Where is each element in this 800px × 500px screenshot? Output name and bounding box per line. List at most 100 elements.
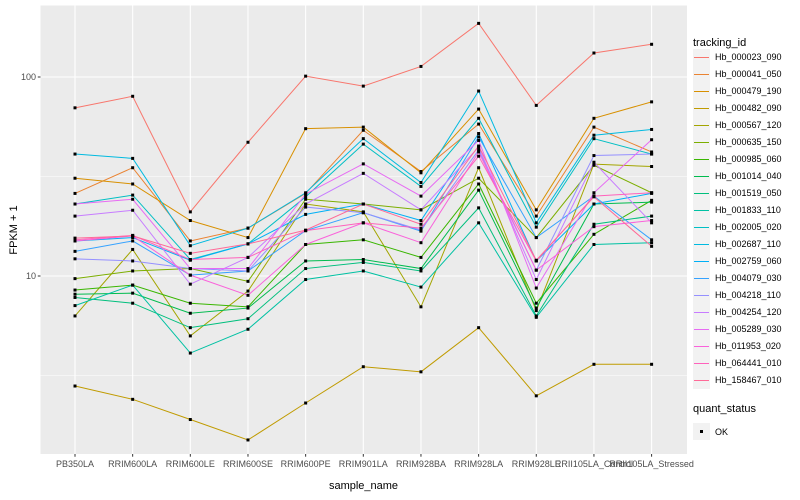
data-point — [188, 311, 192, 315]
legend-entry-label: Hb_004079_030 — [715, 273, 782, 283]
data-point — [73, 288, 77, 292]
data-point — [534, 221, 538, 225]
data-point — [304, 259, 308, 263]
x-tick-label: RRIM600LA — [108, 459, 157, 469]
data-point — [419, 171, 423, 175]
legend-entry-quant-OK: OK — [693, 423, 728, 440]
legend-key-line — [693, 116, 710, 134]
data-point — [361, 269, 365, 273]
data-point — [304, 192, 308, 196]
legend-entry-Hb_002687_110: Hb_002687_110 — [693, 235, 781, 253]
chart-plot-svg: 100 10 PB350LA RRIM600LA RRIM600LE RRIM600SE R… — [21, 5, 694, 469]
legend-line-sample — [694, 209, 709, 211]
data-point — [361, 171, 365, 175]
data-point — [246, 226, 250, 230]
data-point — [534, 315, 538, 319]
data-point — [592, 116, 596, 120]
legend-key-point — [693, 423, 710, 440]
data-point — [650, 214, 654, 218]
legend-key-line — [693, 48, 710, 66]
data-point — [131, 283, 135, 287]
legend-entry-label: Hb_002759_060 — [715, 256, 782, 266]
legend-entry-label: Hb_000041_050 — [715, 69, 782, 79]
data-point — [650, 152, 654, 156]
legend-entry-label: Hb_000567_120 — [715, 120, 782, 130]
data-point — [419, 219, 423, 223]
legend-line-sample — [694, 345, 709, 347]
data-point — [419, 208, 423, 212]
legend-entry-label: Hb_000635_150 — [715, 137, 782, 147]
data-point — [188, 418, 192, 422]
legend-line-sample — [694, 328, 709, 330]
data-point — [477, 154, 481, 158]
data-point — [304, 278, 308, 282]
data-point — [304, 401, 308, 405]
data-point — [419, 267, 423, 271]
data-point — [592, 195, 596, 199]
legend-entry-Hb_000985_060: Hb_000985_060 — [693, 150, 782, 168]
data-point — [361, 365, 365, 369]
legend-entry-Hb_000567_120: Hb_000567_120 — [693, 116, 782, 134]
data-point — [419, 255, 423, 259]
data-point — [304, 205, 308, 209]
data-point — [477, 166, 481, 170]
legend-entry-Hb_000635_150: Hb_000635_150 — [693, 133, 782, 151]
legend-entry-label: Hb_001014_040 — [715, 171, 782, 181]
legend-key-line — [693, 184, 710, 202]
y-tick-label: 10 — [26, 271, 36, 281]
data-point — [131, 166, 135, 170]
data-point — [188, 351, 192, 355]
legend-key-line — [693, 218, 710, 236]
legend-entry-Hb_002759_060: Hb_002759_060 — [693, 252, 782, 270]
data-point — [592, 154, 596, 158]
legend-entry-Hb_000479_190: Hb_000479_190 — [693, 82, 782, 100]
data-point — [304, 228, 308, 232]
data-point — [188, 210, 192, 214]
data-point — [304, 267, 308, 271]
data-point — [246, 327, 250, 331]
data-point — [592, 202, 596, 206]
data-point — [131, 208, 135, 212]
data-point — [592, 137, 596, 141]
data-point — [419, 194, 423, 198]
legend-key-line — [693, 235, 710, 253]
legend-line-sample — [694, 141, 709, 143]
legend-entry-label: Hb_158467_010 — [715, 375, 782, 385]
data-point — [534, 286, 538, 290]
legend-entry-Hb_001519_050: Hb_001519_050 — [693, 184, 782, 202]
legend-entry-Hb_004079_030: Hb_004079_030 — [693, 269, 782, 287]
data-point — [650, 238, 654, 242]
data-point — [650, 241, 654, 245]
data-point — [246, 438, 250, 442]
data-point — [477, 144, 481, 148]
data-point — [477, 206, 481, 210]
data-point — [534, 394, 538, 398]
data-point — [73, 236, 77, 240]
data-point — [477, 138, 481, 142]
data-point — [650, 198, 654, 202]
data-point — [246, 306, 250, 310]
legend-entry-Hb_000041_050: Hb_000041_050 — [693, 65, 782, 83]
data-point — [246, 317, 250, 321]
data-point — [419, 370, 423, 374]
data-point — [592, 191, 596, 195]
data-point — [73, 304, 77, 308]
data-point — [592, 222, 596, 226]
data-point — [361, 84, 365, 88]
legend: tracking_id Hb_000023_090 Hb_000041_050 Hb… — [691, 0, 800, 500]
data-point — [73, 152, 77, 156]
data-point — [592, 125, 596, 129]
data-point — [73, 202, 77, 206]
data-point — [131, 239, 135, 243]
data-point — [361, 128, 365, 132]
legend-entry-Hb_004218_110: Hb_004218_110 — [693, 286, 781, 304]
data-point — [419, 241, 423, 245]
data-point — [477, 107, 481, 111]
legend-entry-label: Hb_011953_020 — [715, 341, 781, 351]
data-point — [419, 64, 423, 68]
legend-entry-label: Hb_002005_020 — [715, 222, 782, 232]
data-point — [246, 140, 250, 144]
legend-entry-Hb_158467_010: Hb_158467_010 — [693, 371, 782, 389]
data-point — [534, 258, 538, 262]
data-point — [361, 162, 365, 166]
